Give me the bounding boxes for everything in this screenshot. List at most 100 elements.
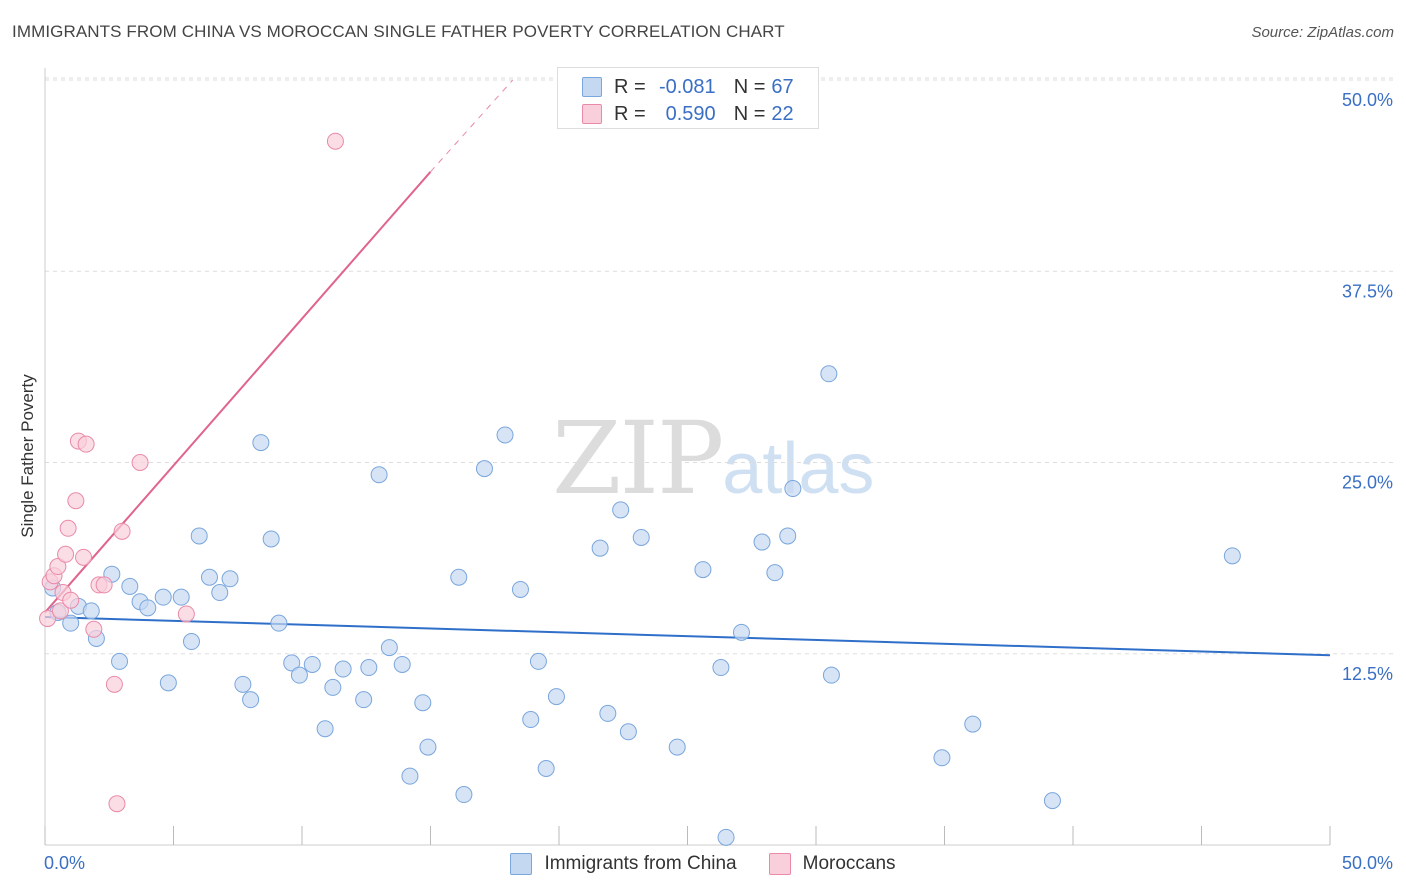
y-tick-label: 25.0% [1342,473,1393,493]
china-point [766,564,784,582]
x-tick-label: 0.0% [44,853,85,873]
morocco-point [59,519,77,537]
china-point [632,528,650,546]
china-point [62,614,80,632]
y-tick-label: 37.5% [1342,281,1393,301]
china-point [401,767,419,785]
china-point [370,466,388,484]
morocco-point [85,620,103,638]
morocco-swatch-icon [582,104,602,124]
china-point [717,828,735,846]
china-swatch-icon [582,77,602,97]
china-point [964,715,982,733]
morocco-point [177,605,195,623]
legend-item-morocco: Moroccans [768,853,896,875]
y-tick-label: 12.5% [1342,664,1393,684]
china-point [694,561,712,579]
china-point [668,738,686,756]
china-point [529,652,547,670]
china-point [537,760,555,777]
trend-line-morocco [44,171,432,614]
china-point [547,688,565,706]
china-point [475,460,493,478]
watermark-zip: ZIP [552,400,724,517]
r-label: R = [614,102,646,125]
china-point [121,577,139,595]
china-point [139,599,157,617]
n-label: N = [733,75,766,98]
china-point [822,666,840,684]
china-point [591,539,609,557]
china-swatch-icon [510,853,533,875]
china-point [496,426,514,444]
china-point [111,652,129,670]
n-label: N = [733,102,766,125]
china-point [511,580,529,598]
china-point [455,786,473,804]
china-point [82,602,100,620]
china-point [1223,547,1241,565]
china-point [522,711,540,729]
morocco-point [67,492,85,510]
morocco-point [113,522,131,540]
china-point [712,659,730,677]
china-point [334,660,352,678]
legend-row-china: R = -0.081 N = 67 [582,74,794,100]
china-point [612,501,630,519]
china-point [779,527,797,545]
china-point [360,659,378,677]
morocco-point [51,602,69,620]
china-point [172,588,190,606]
morocco-point [77,435,95,453]
china-point [355,691,373,709]
china-point [753,533,771,551]
legend-label: Moroccans [802,853,896,874]
china-point [221,570,239,588]
china-point [732,623,750,641]
china-point [252,434,270,452]
chart-title: IMMIGRANTS FROM CHINA VS MOROCCAN SINGLE… [12,22,785,41]
china-point [599,704,617,722]
morocco-point [75,548,93,566]
grid-lines [45,77,1395,655]
morocco-point [62,591,80,609]
china-point [933,749,951,767]
trend-lines [44,79,1331,657]
watermark: ZIPatlas [552,400,874,517]
tick-labels: 12.5% 25.0% 37.5% 50.0% 0.0% 50.0% [44,90,1393,873]
morocco-point [57,545,75,563]
china-point [283,654,301,672]
china-point [290,666,308,684]
morocco-point [105,675,123,693]
legend-label: Immigrants from China [544,853,737,874]
china-point [393,655,411,673]
china-point [380,639,398,657]
n-value: 67 [771,75,794,98]
china-point [190,527,208,545]
legend-item-china: Immigrants from China [510,853,737,875]
data-points [39,132,1241,846]
legend-row-morocco: R = 0.590 N = 22 [582,101,794,127]
china-point [820,365,838,383]
china-point [262,530,280,548]
china-point [450,568,468,586]
n-value: 22 [771,102,794,125]
china-point [414,694,432,712]
r-label: R = [614,75,646,98]
china-point [182,633,200,651]
china-point [419,738,437,756]
axes [44,68,1331,846]
trend-line-china [44,616,1331,657]
china-point [242,691,260,709]
china-point [784,480,802,498]
china-point [211,584,229,602]
morocco-point [108,795,126,813]
morocco-point [49,558,67,576]
china-point [1043,792,1061,810]
source-label: Source: ZipAtlas.com [1251,24,1394,41]
china-point [200,568,218,586]
watermark-atlas: atlas [722,429,875,509]
china-point [316,720,334,738]
china-point [234,675,252,693]
